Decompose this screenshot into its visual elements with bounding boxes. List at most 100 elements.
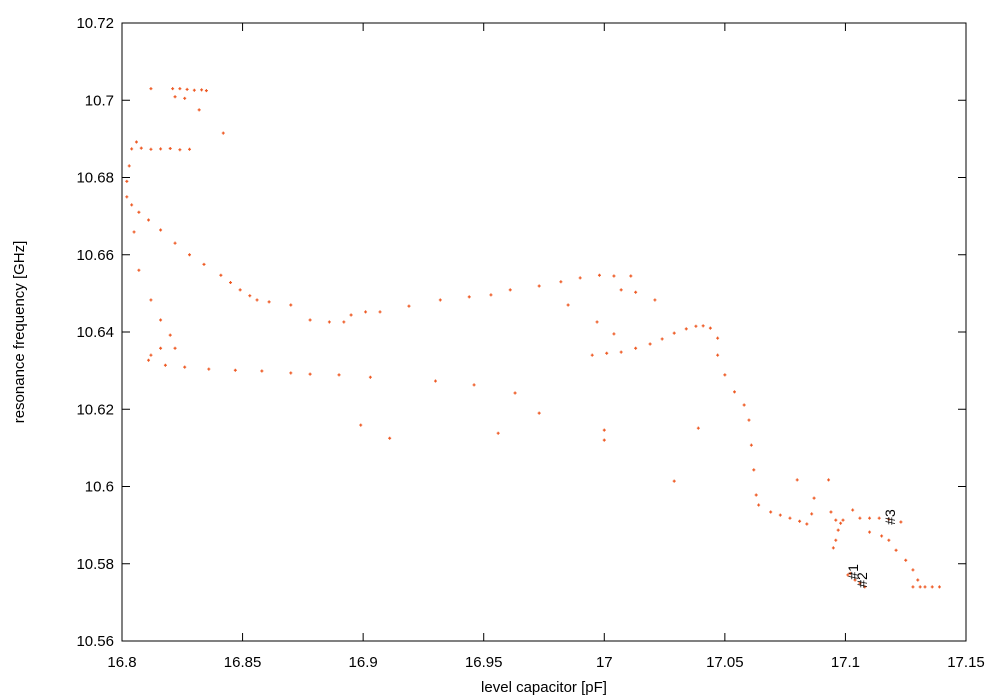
point [747, 418, 751, 422]
x-tick-label: 16.85 [224, 654, 262, 671]
point [171, 87, 175, 91]
point [578, 276, 582, 280]
point [489, 293, 493, 297]
point [566, 303, 570, 307]
point [183, 96, 187, 100]
point [149, 298, 153, 302]
point [238, 288, 242, 292]
point [911, 585, 915, 589]
point [308, 372, 312, 376]
point [858, 581, 862, 585]
point [899, 520, 903, 524]
point [887, 538, 891, 542]
point [200, 88, 204, 92]
y-tick-label: 10.62 [76, 401, 114, 418]
point [342, 320, 346, 324]
point [619, 288, 623, 292]
point [887, 517, 891, 521]
point [185, 87, 189, 91]
point [829, 510, 833, 514]
point [634, 346, 638, 350]
point [260, 369, 264, 373]
point [289, 303, 293, 307]
point [137, 210, 141, 214]
point [696, 426, 700, 430]
point [769, 510, 773, 514]
point [202, 262, 206, 266]
point [937, 585, 941, 589]
point [183, 365, 187, 369]
point [916, 578, 920, 582]
point [619, 350, 623, 354]
point [537, 411, 541, 415]
point [159, 147, 163, 151]
point [178, 148, 182, 152]
point [438, 298, 442, 302]
point [178, 87, 182, 91]
point [537, 284, 541, 288]
point [716, 353, 720, 357]
point [368, 375, 372, 379]
point [595, 320, 599, 324]
x-tick-label: 16.95 [465, 654, 503, 671]
x-axis-label: level capacitor [pF] [481, 679, 607, 696]
point [846, 573, 850, 577]
point [349, 313, 353, 317]
y-tick-label: 10.6 [85, 479, 114, 496]
point [168, 333, 172, 337]
point [149, 353, 153, 357]
point [930, 585, 934, 589]
point [127, 164, 131, 168]
point [841, 518, 845, 522]
y-tick-label: 10.56 [76, 633, 114, 650]
point [163, 363, 167, 367]
point [378, 310, 382, 314]
annotation: #2 [854, 572, 870, 588]
point [853, 578, 857, 582]
point [894, 548, 898, 552]
point [602, 438, 606, 442]
point [159, 346, 163, 350]
y-tick-label: 10.72 [76, 15, 114, 32]
x-tick-label: 16.8 [107, 654, 136, 671]
point [629, 274, 633, 278]
point [337, 373, 341, 377]
y-tick-label: 10.7 [85, 92, 114, 109]
point [433, 379, 437, 383]
point [559, 280, 563, 284]
point [590, 353, 594, 357]
point [694, 324, 698, 328]
point [858, 516, 862, 520]
plot-frame [121, 22, 967, 642]
point [742, 403, 746, 407]
point [508, 288, 512, 292]
point [612, 274, 616, 278]
x-tick-label: 17.05 [706, 654, 744, 671]
point [173, 241, 177, 245]
point [207, 367, 211, 371]
x-tick-label: 17.15 [947, 654, 985, 671]
point [868, 530, 872, 534]
point [168, 147, 172, 151]
point [648, 342, 652, 346]
point [359, 423, 363, 427]
point [795, 478, 799, 482]
point [255, 298, 259, 302]
point [834, 518, 838, 522]
point [831, 546, 835, 550]
point [605, 351, 609, 355]
point [192, 88, 196, 92]
point [653, 298, 657, 302]
point [147, 218, 151, 222]
point [134, 140, 138, 144]
point [684, 327, 688, 331]
point [749, 443, 753, 447]
point [289, 371, 293, 375]
point [472, 383, 476, 387]
point [149, 147, 153, 151]
point [496, 431, 500, 435]
point [612, 332, 616, 336]
point [513, 391, 517, 395]
x-tick-label: 17.1 [831, 654, 860, 671]
point [788, 516, 792, 520]
